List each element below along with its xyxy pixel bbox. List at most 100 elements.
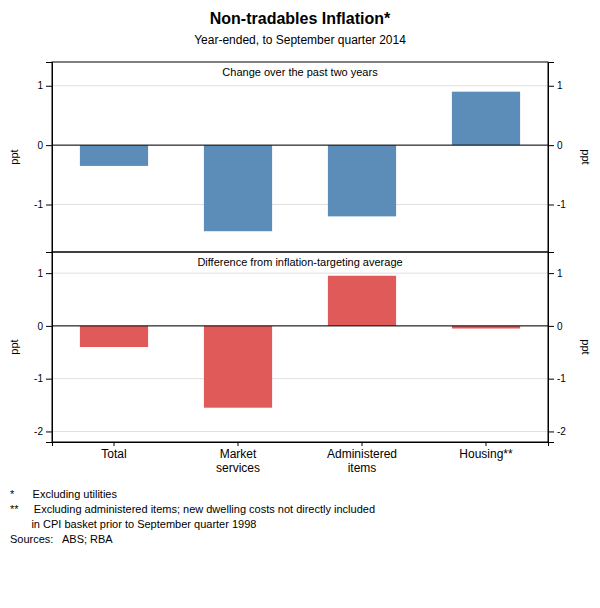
tick-label: 0 — [37, 140, 43, 151]
panel-label: Difference from inflation-targeting aver… — [197, 256, 402, 268]
bar — [328, 276, 396, 326]
tick: 0 — [548, 140, 563, 151]
grid — [52, 273, 548, 431]
bars — [80, 92, 520, 232]
tick-mark — [46, 145, 52, 146]
tick-mark — [114, 442, 115, 446]
tick: -2 — [548, 426, 566, 437]
tick: -1 — [548, 199, 566, 210]
subtitle: Year-ended, to September quarter 2014 — [194, 33, 406, 47]
tick-mark — [46, 273, 52, 274]
tick: 0 — [548, 321, 563, 332]
tick-mark — [548, 86, 554, 87]
tick: -2 — [34, 426, 52, 437]
axis-line — [46, 63, 53, 253]
tick-mark — [548, 431, 554, 432]
tick: Total — [101, 442, 126, 461]
bars — [80, 276, 520, 408]
tick-mark — [46, 86, 52, 87]
tick: 0 — [37, 321, 52, 332]
tick-label: -1 — [34, 199, 43, 210]
tick: Marketservices — [216, 442, 260, 475]
tick-label: -1 — [557, 373, 566, 384]
tick: -1 — [34, 373, 52, 384]
panel: -2 -1 0 1 -2 -1 0 1 ppt ppt Total Marketservices Adm… — [8, 252, 592, 475]
tick-mark — [46, 326, 52, 327]
bar — [328, 145, 396, 216]
tick-mark — [238, 442, 239, 446]
tick-mark — [46, 379, 52, 380]
bar — [80, 145, 148, 166]
axis-line — [46, 253, 53, 443]
tick: -1 — [548, 373, 566, 384]
grid-line — [52, 85, 548, 86]
tick-mark — [46, 431, 52, 432]
tick-mark — [548, 326, 554, 327]
tick: 1 — [548, 268, 563, 279]
bar — [452, 92, 520, 145]
tick-label: Total — [101, 447, 126, 461]
tick-label: 1 — [557, 268, 563, 279]
tick: 1 — [37, 268, 52, 279]
y-axis-right: -2 -1 0 1 — [548, 253, 566, 443]
footnote: Sources: ABS; RBA — [10, 533, 113, 545]
footnote: ** Excluding administered items; new dwe… — [10, 503, 375, 530]
zero-line — [52, 145, 548, 146]
tick-mark — [548, 145, 554, 146]
tick-label: -1 — [557, 199, 566, 210]
y-axis-title: ppt — [580, 339, 592, 354]
panel: -1 0 1 -1 0 1 ppt ppt Change over the past two y… — [8, 62, 592, 253]
tick-label: -2 — [34, 426, 43, 437]
y-axis-left: -2 -1 0 1 — [34, 253, 52, 443]
plot-frame — [52, 62, 548, 252]
footnote: * Excluding utilities — [10, 488, 117, 500]
title: Non-tradables Inflation* — [210, 10, 391, 27]
tick-label: Marketservices — [216, 447, 260, 475]
chart: Non-tradables Inflation* Year-ended, to S… — [0, 0, 600, 608]
y-axis-left: -1 0 1 — [34, 63, 52, 253]
tick-mark — [548, 379, 554, 380]
x-axis: Total Marketservices Administereditems Hous… — [53, 442, 549, 475]
tick-label: -2 — [557, 426, 566, 437]
grid-line — [52, 145, 548, 146]
grid-line — [52, 273, 548, 274]
tick-label: 0 — [557, 140, 563, 151]
axis-line — [53, 443, 549, 447]
tick-label: Administereditems — [327, 447, 397, 475]
tick-label: Housing** — [459, 447, 513, 461]
y-axis-right: -1 0 1 — [548, 63, 566, 253]
grid-line — [52, 204, 548, 205]
tick-label: -1 — [34, 373, 43, 384]
zero-line — [52, 325, 548, 326]
tick-mark — [548, 205, 554, 206]
bar — [80, 326, 148, 347]
bar — [204, 326, 272, 408]
grid-line — [52, 431, 548, 432]
y-axis-title: ppt — [580, 149, 592, 164]
tick-mark — [362, 442, 363, 446]
tick: 1 — [37, 80, 52, 91]
tick-label: 1 — [37, 268, 43, 279]
tick-label: 0 — [37, 321, 43, 332]
tick-mark — [548, 273, 554, 274]
tick: 0 — [37, 140, 52, 151]
tick-label: 1 — [37, 80, 43, 91]
grid-line — [52, 325, 548, 326]
panel-label: Change over the past two years — [222, 66, 378, 78]
y-axis-title: ppt — [8, 149, 20, 164]
tick-mark — [46, 205, 52, 206]
grid-line — [52, 378, 548, 379]
plot-frame — [52, 252, 548, 442]
tick: 1 — [548, 80, 563, 91]
tick-label: 1 — [557, 80, 563, 91]
bar — [204, 145, 272, 231]
tick: Administereditems — [327, 442, 397, 475]
grid — [52, 86, 548, 205]
tick-mark — [486, 442, 487, 446]
axis-line — [549, 253, 555, 443]
axis-line — [549, 63, 555, 253]
tick: -1 — [34, 199, 52, 210]
tick: Housing** — [459, 442, 513, 461]
tick-label: 0 — [557, 321, 563, 332]
y-axis-title: ppt — [8, 339, 20, 354]
